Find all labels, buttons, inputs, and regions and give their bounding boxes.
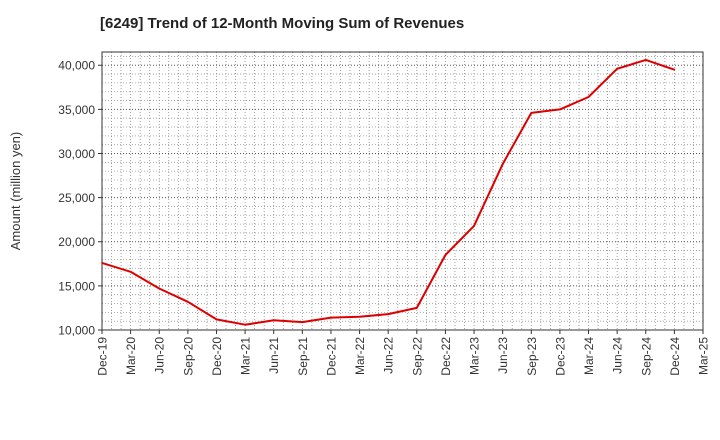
x-tick-label: Sep-21	[296, 337, 310, 376]
grid-lines	[102, 52, 703, 330]
plot-frame	[101, 51, 704, 331]
x-tick-label: Jun-22	[382, 337, 396, 374]
x-tick-label: Jun-23	[496, 337, 510, 374]
data-point	[301, 321, 304, 323]
y-tick-label: 30,000	[58, 147, 95, 161]
y-tick-label: 20,000	[58, 235, 95, 249]
y-axis-label: Amount (million yen)	[8, 132, 23, 251]
axes: 10,000 15,000 20,000 25,000 30,000 35,000 40,0…	[58, 51, 711, 376]
data-point	[587, 96, 590, 98]
data-point	[559, 108, 561, 111]
data-point	[101, 262, 103, 264]
x-tick-label: Mar-22	[353, 337, 367, 375]
x-tick-label: Jun-21	[267, 337, 281, 374]
x-tick-label: Dec-21	[324, 337, 338, 376]
x-tick-label: Sep-23	[525, 337, 539, 376]
series	[101, 58, 676, 326]
x-tick-label: Mar-25	[697, 337, 711, 375]
data-point	[129, 270, 132, 273]
y-tick-label: 35,000	[58, 103, 95, 117]
data-point	[158, 287, 161, 290]
data-point	[444, 254, 447, 256]
y-tick-label: 15,000	[58, 279, 95, 293]
data-point	[244, 323, 246, 326]
data-point	[530, 112, 533, 114]
data-point	[416, 307, 418, 309]
data-point	[272, 319, 275, 322]
data-point	[501, 163, 504, 165]
x-tick-label: Dec-19	[96, 337, 110, 376]
x-tick-label: Dec-22	[439, 337, 453, 376]
y-tick-label: 40,000	[58, 59, 95, 73]
data-point	[187, 300, 189, 303]
x-tick-label: Mar-23	[468, 337, 482, 375]
chart-title: [6249] Trend of 12-Month Moving Sum of R…	[100, 15, 465, 32]
x-tick-label: Jun-20	[153, 337, 167, 374]
data-point	[215, 318, 218, 321]
x-tick-label: Sep-24	[639, 337, 653, 376]
data-point	[473, 225, 475, 227]
x-tick-label: Dec-23	[553, 337, 567, 376]
y-tick-label: 25,000	[58, 191, 95, 205]
y-tick-label: 10,000	[58, 324, 95, 338]
series-line-revenues	[101, 58, 675, 326]
x-tick-label: Mar-20	[124, 337, 138, 375]
x-tick-label: Mar-24	[582, 337, 596, 375]
data-point	[616, 67, 618, 70]
x-tick-label: Mar-21	[239, 337, 253, 375]
x-tick-label: Jun-24	[611, 337, 625, 374]
x-tick-label: Dec-20	[210, 337, 224, 376]
data-point	[330, 316, 332, 319]
data-point	[358, 315, 361, 318]
x-tick-label: Dec-24	[668, 337, 682, 376]
x-tick-label: Sep-22	[410, 337, 424, 376]
data-point	[644, 59, 647, 61]
data-point	[673, 68, 676, 71]
data-point	[387, 313, 389, 315]
x-tick-label: Sep-20	[181, 337, 195, 376]
